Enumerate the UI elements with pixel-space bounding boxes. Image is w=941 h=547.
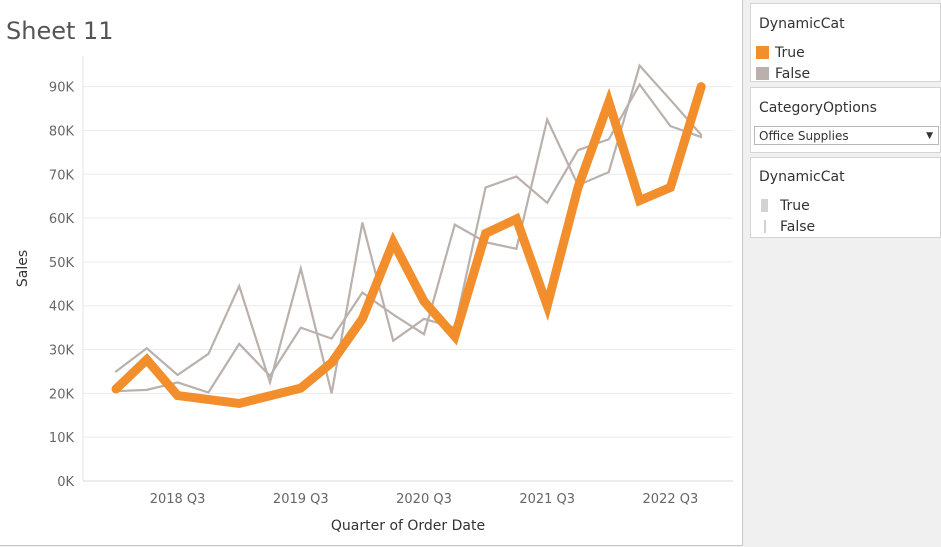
chevron-down-icon[interactable]: ▼ <box>926 130 933 141</box>
series-line-false-1 <box>114 63 703 394</box>
category-dropdown[interactable]: Office Supplies ▼ <box>754 126 939 145</box>
legend-label-true: True <box>775 44 805 61</box>
y-tick-label: 0K <box>57 475 74 490</box>
color-legend-title: DynamicCat <box>759 16 845 32</box>
size-mark-thick-icon <box>761 199 768 212</box>
size-legend: DynamicCat True False <box>750 157 941 238</box>
y-tick-label: 50K <box>49 256 75 271</box>
x-tick-label: 2022 Q3 <box>643 492 699 507</box>
size-legend-label-false: False <box>780 218 816 235</box>
legend-swatch-true <box>756 46 769 59</box>
y-tick-label: 90K <box>49 81 75 96</box>
legend-item-true[interactable]: True <box>751 42 940 63</box>
y-tick-label: 60K <box>49 212 75 227</box>
y-tick-label: 80K <box>49 124 75 139</box>
size-legend-label-true: True <box>780 197 810 214</box>
series-line-false-2 <box>114 82 703 394</box>
worksheet: Sheet 11 0K 10K 20K 30K 40K 50K 60K 70K 80K 90K 20… <box>0 0 743 546</box>
y-tick-label: 30K <box>49 344 75 359</box>
y-tick-label: 10K <box>49 431 75 446</box>
category-dropdown-value: Office Supplies <box>759 128 849 143</box>
x-tick-label: 2018 Q3 <box>150 492 206 507</box>
size-legend-item-false[interactable]: False <box>751 216 940 237</box>
category-filter: CategoryOptions Office Supplies ▼ <box>750 87 941 153</box>
legend-item-false[interactable]: False <box>751 63 940 84</box>
series-line-true <box>111 82 706 409</box>
size-legend-title: DynamicCat <box>759 169 845 185</box>
legend-swatch-false <box>756 67 769 80</box>
x-tick-label: 2019 Q3 <box>273 492 329 507</box>
y-tick-label: 70K <box>49 168 75 183</box>
line-chart: 0K 10K 20K 30K 40K 50K 60K 70K 80K 90K 2018 Q3 2019… <box>15 56 733 534</box>
x-tick-label: 2020 Q3 <box>396 492 452 507</box>
legend-label-false: False <box>775 65 811 82</box>
y-axis-title: Sales <box>15 250 31 287</box>
y-tick-label: 20K <box>49 387 75 402</box>
category-filter-title: CategoryOptions <box>759 100 877 116</box>
x-tick-label: 2021 Q3 <box>519 492 575 507</box>
sheet-title: Sheet 11 <box>6 17 114 45</box>
color-legend: DynamicCat True False <box>750 3 941 82</box>
size-mark-thin-icon <box>764 220 766 233</box>
size-legend-item-true[interactable]: True <box>751 195 940 216</box>
x-axis-title: Quarter of Order Date <box>331 518 485 534</box>
y-tick-label: 40K <box>49 300 75 315</box>
